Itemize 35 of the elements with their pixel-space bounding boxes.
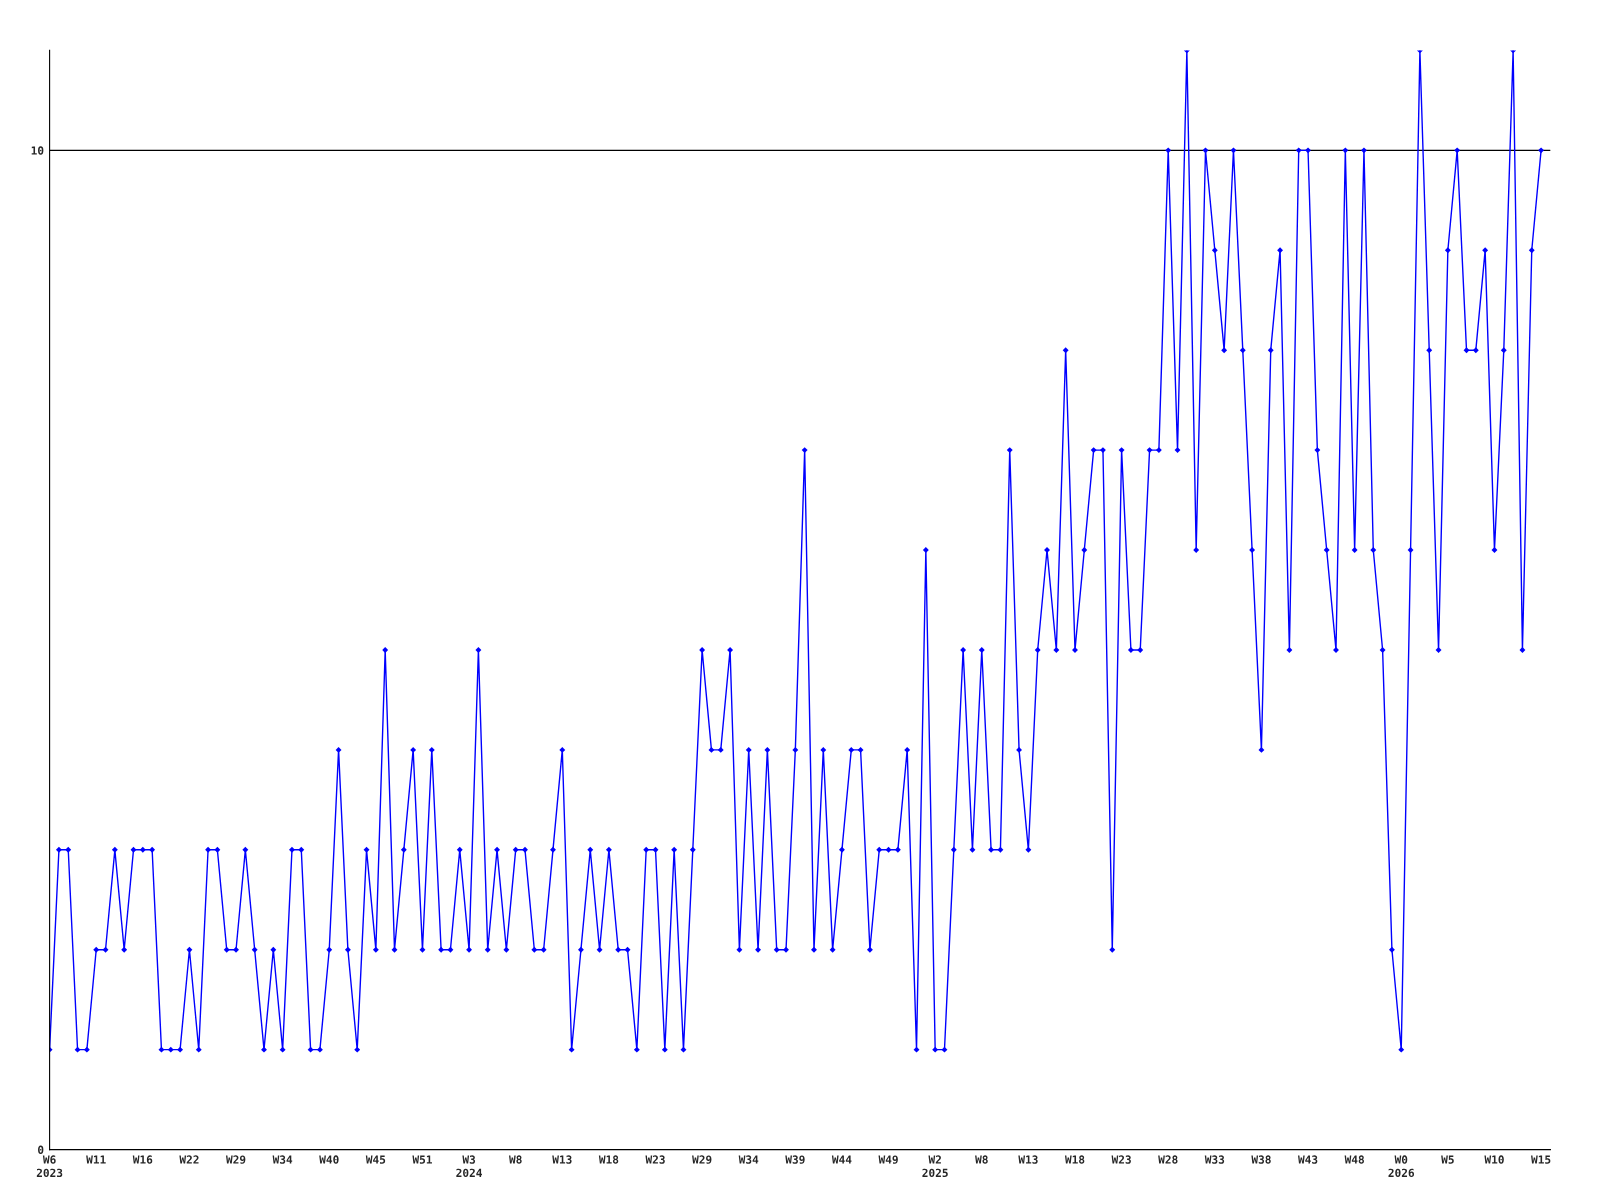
x-tick-label: W29 — [226, 1155, 246, 1164]
y-tick-label: 10 — [31, 146, 44, 155]
x-tick-label: W33 — [1204, 1155, 1225, 1164]
x-tick-label: W39 — [785, 1155, 805, 1164]
x-tick-label: W10 — [1484, 1155, 1504, 1164]
x-tick-label: W3 2024 — [456, 1155, 482, 1178]
x-tick-label: W40 — [319, 1155, 339, 1164]
x-tick-label: W48 — [1344, 1155, 1364, 1164]
x-tick-label: W18 — [1064, 1155, 1085, 1164]
x-tick-label: W29 — [692, 1155, 712, 1164]
x-tick-label: W8 — [509, 1155, 522, 1164]
x-tick-label: W15 — [1531, 1155, 1551, 1164]
x-tick-label: W34 — [738, 1155, 759, 1164]
x-tick-label: W43 — [1298, 1155, 1318, 1164]
x-tick-label: W16 — [132, 1155, 153, 1164]
x-tick-label: W49 — [878, 1155, 898, 1164]
x-tick-label: W13 — [1018, 1155, 1038, 1164]
x-tick-label: W2 2025 — [922, 1155, 948, 1178]
x-tick-label: W0 2026 — [1388, 1155, 1415, 1178]
x-tick-label: W13 — [552, 1155, 572, 1164]
x-tick-label: W22 — [179, 1155, 199, 1164]
x-tick-label: W8 — [975, 1155, 988, 1164]
x-tick-label: W51 — [412, 1155, 432, 1164]
x-tick-label: W6 2023 — [36, 1155, 63, 1178]
x-tick-label: W11 — [86, 1155, 106, 1164]
y-tick-label: 0 — [38, 1145, 44, 1154]
x-tick-label: W44 — [831, 1155, 852, 1164]
x-tick-label: W5 — [1441, 1155, 1454, 1164]
x-tick-label: W23 — [1111, 1155, 1131, 1164]
x-tick-label: W18 — [598, 1155, 619, 1164]
x-tick-label: W23 — [645, 1155, 665, 1164]
x-tick-label: W45 — [365, 1155, 386, 1164]
x-tick-label: W28 — [1158, 1155, 1178, 1164]
x-tick-label: W34 — [272, 1155, 293, 1164]
x-tick-label: W38 — [1251, 1155, 1271, 1164]
